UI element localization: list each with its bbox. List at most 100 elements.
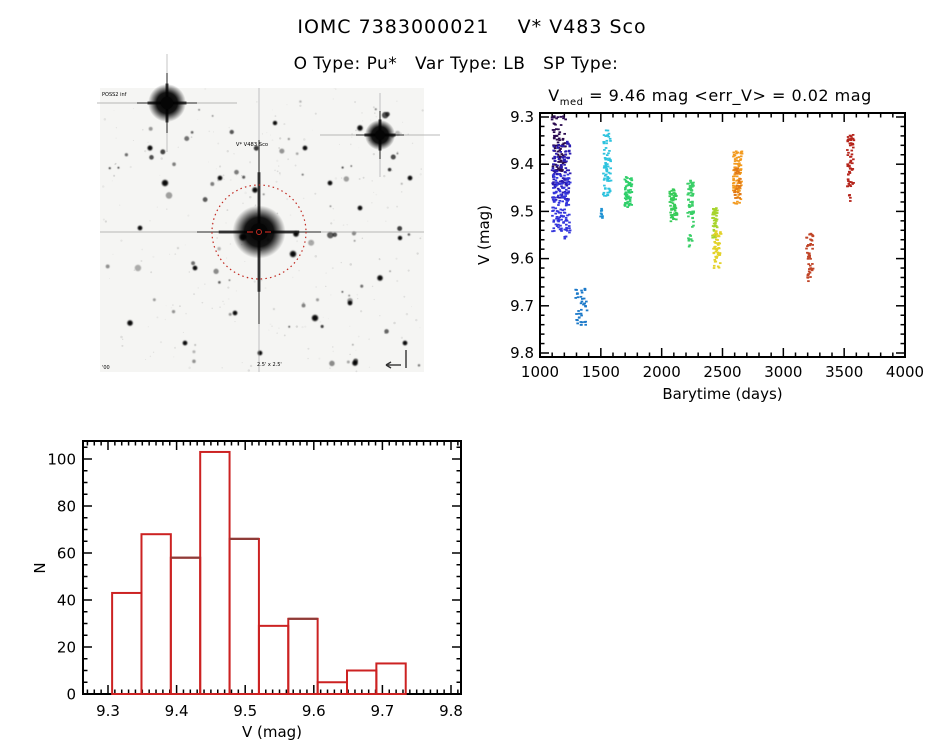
data-point [559,124,563,126]
data-point [732,155,735,158]
data-point [625,202,629,205]
data-point [609,160,612,163]
data-point [552,145,556,148]
data-point [552,227,556,230]
plot-frame [539,112,906,358]
data-point [811,267,815,270]
data-point [732,179,735,182]
data-point [557,143,560,146]
data-point [711,234,714,237]
data-point [736,182,740,185]
data-point [715,218,719,221]
data-point [624,201,627,204]
data-point [668,195,672,198]
data-point [566,199,570,202]
data-point [669,220,673,223]
data-point [563,142,567,144]
data-point [564,219,567,222]
data-point [672,207,675,210]
data-point [575,289,578,291]
data-point [806,251,809,254]
data-point [811,235,815,237]
histogram-bar [316,681,349,695]
data-point [550,118,554,121]
data-point [580,297,584,300]
data-point [553,196,557,199]
data-point [807,270,811,273]
data-point [559,193,563,196]
data-point [737,188,740,191]
data-point [567,142,570,145]
data-point [567,190,571,193]
data-point [552,209,555,212]
data-point [557,219,561,222]
data-point [687,237,690,240]
data-point [566,191,570,194]
data-point [607,171,611,174]
data-point [556,147,560,149]
data-point [848,161,852,164]
data-point [687,215,690,218]
data-point [714,255,717,258]
data-point [689,201,692,203]
data-point [690,213,694,215]
data-point [551,206,554,209]
data-point [565,202,568,205]
data-point [566,192,569,195]
fov-label: 2.5' x 2.5' [257,362,282,368]
data-point [567,198,570,201]
data-point [807,244,810,246]
data-point [714,238,718,241]
data-point [737,168,741,171]
data-point [689,205,692,208]
data-point [733,160,737,162]
data-point [687,239,691,242]
data-point [846,164,850,166]
data-point [602,172,605,175]
data-point [604,158,607,161]
data-point [560,153,564,155]
data-point [670,207,673,210]
data-point [553,128,556,131]
data-point [599,215,602,218]
data-point [557,158,561,161]
data-point [847,182,851,185]
x-tick-label: 4000 [886,363,924,381]
data-point [606,177,609,180]
data-point [740,152,744,155]
data-point [846,165,850,168]
x-tick-label: 1000 [521,363,559,381]
data-point [715,249,719,252]
data-point [714,217,717,220]
data-point [602,152,606,155]
data-point [671,202,675,205]
data-point [808,233,812,236]
data-point [687,238,691,241]
data-point [737,171,741,174]
x-tick-label: 2000 [643,363,681,381]
data-point [692,181,695,184]
data-point [560,182,563,185]
data-point [584,323,587,326]
data-point [691,200,694,203]
data-point [582,297,586,300]
data-point [608,137,612,140]
data-point [565,199,568,202]
data-point [850,149,854,152]
data-point [554,212,558,215]
data-point [551,230,554,233]
data-point [689,184,693,187]
y-tick-label: 9.6 [510,250,534,268]
data-point [553,115,556,118]
data-point [711,211,715,214]
data-point [630,191,634,193]
data-point [565,156,569,159]
data-point [629,196,632,199]
data-point [674,207,678,210]
data-point [606,191,610,194]
data-point [563,161,567,163]
lightcurve-plot: 1000 1500 2000 2500 3000 3500 4000 9.3 9.4 9.5 9.6… [475,108,924,403]
data-point [627,182,631,185]
data-point [849,142,853,145]
data-point [811,243,814,246]
